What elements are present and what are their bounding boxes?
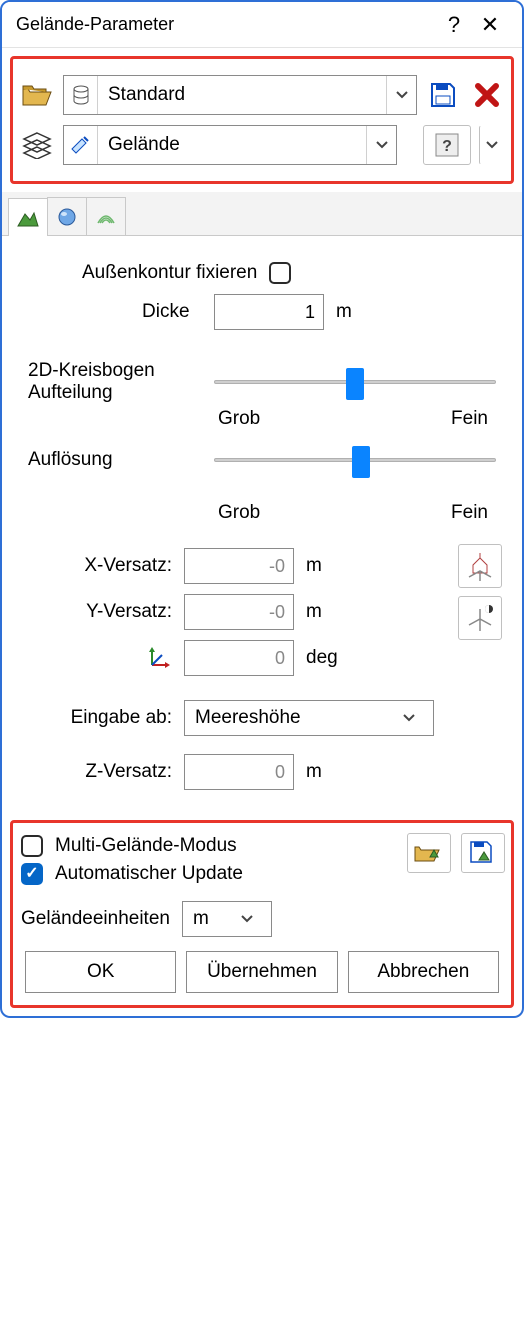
z-offset-label: Z-Versatz:: [62, 761, 172, 783]
context-help-button[interactable]: ?: [423, 125, 471, 165]
x-offset-label: X-Versatz:: [62, 555, 172, 577]
rotation-unit: deg: [306, 647, 346, 669]
y-offset-unit: m: [306, 601, 346, 623]
input-ref-value: Meereshöhe: [185, 707, 403, 729]
close-button[interactable]: ✕: [472, 12, 508, 38]
tab-terrain[interactable]: [8, 198, 48, 236]
preset-combo[interactable]: Standard: [63, 75, 417, 115]
cancel-button[interactable]: Abbrechen: [348, 951, 499, 993]
y-offset-label: Y-Versatz:: [62, 601, 172, 623]
arc-coarse-label: Grob: [218, 408, 260, 430]
layer-paint-icon: [64, 126, 98, 164]
tab-material[interactable]: [47, 197, 87, 235]
compass-origin-button[interactable]: [458, 596, 502, 640]
preset-combo-arrow[interactable]: [386, 76, 416, 114]
arc-split-label-1: 2D-Kreisbogen: [28, 360, 198, 382]
x-offset-input[interactable]: [184, 548, 294, 584]
apply-button[interactable]: Übernehmen: [186, 951, 337, 993]
auto-update-label: Automatischer Update: [55, 863, 243, 885]
folder-open-icon[interactable]: [19, 77, 55, 113]
save-preset-button[interactable]: [425, 77, 461, 113]
resolution-label: Auflösung: [28, 449, 198, 471]
units-label: Geländeeinheiten: [21, 908, 170, 930]
home-origin-button[interactable]: [458, 544, 502, 588]
context-help-dropdown[interactable]: [479, 125, 505, 165]
fix-contour-label: Außenkontur fixieren: [82, 262, 257, 284]
delete-preset-button[interactable]: [469, 77, 505, 113]
rotation-axis-icon: [62, 645, 172, 671]
chevron-down-icon: [241, 915, 271, 923]
units-select[interactable]: m: [182, 901, 272, 937]
layer-combo-text: Gelände: [98, 134, 366, 156]
layer-combo-arrow[interactable]: [366, 126, 396, 164]
fix-contour-checkbox[interactable]: [269, 262, 291, 284]
units-value: m: [183, 908, 241, 930]
svg-text:?: ?: [442, 138, 452, 155]
rotation-input[interactable]: [184, 640, 294, 676]
thickness-unit: m: [336, 301, 376, 323]
layer-combo[interactable]: Gelände: [63, 125, 397, 165]
z-offset-input[interactable]: [184, 754, 294, 790]
multi-mode-checkbox[interactable]: [21, 835, 43, 857]
thickness-label: Dicke: [142, 301, 202, 323]
input-ref-select[interactable]: Meereshöhe: [184, 700, 434, 736]
open-terrain-button[interactable]: [407, 833, 451, 873]
auto-update-checkbox[interactable]: [21, 863, 43, 885]
preset-panel: Standard: [10, 56, 514, 184]
res-coarse-label: Grob: [218, 502, 260, 524]
arc-split-slider[interactable]: [214, 368, 496, 396]
tab-contours[interactable]: [86, 197, 126, 235]
input-ref-label: Eingabe ab:: [62, 707, 172, 729]
titlebar: Gelände-Parameter ? ✕: [2, 2, 522, 48]
y-offset-input[interactable]: [184, 594, 294, 630]
ok-button[interactable]: OK: [25, 951, 176, 993]
dialog: Gelände-Parameter ? ✕ Standard: [0, 0, 524, 1018]
layers-icon[interactable]: [19, 127, 55, 163]
arc-fine-label: Fein: [451, 408, 488, 430]
arc-split-label-2: Aufteilung: [28, 382, 198, 404]
preset-db-icon: [64, 76, 98, 114]
footer-panel: Multi-Gelände-Modus Automatischer Update…: [10, 820, 514, 1008]
dialog-title: Gelände-Parameter: [16, 14, 436, 35]
resolution-slider[interactable]: [214, 446, 496, 474]
save-terrain-button[interactable]: [461, 833, 505, 873]
chevron-down-icon: [403, 714, 433, 722]
help-button[interactable]: ?: [436, 12, 472, 38]
thickness-input[interactable]: [214, 294, 324, 330]
tabbar: [2, 192, 522, 236]
res-fine-label: Fein: [451, 502, 488, 524]
multi-mode-label: Multi-Gelände-Modus: [55, 835, 237, 857]
z-offset-unit: m: [306, 761, 346, 783]
x-offset-unit: m: [306, 555, 346, 577]
preset-combo-text: Standard: [98, 84, 386, 106]
